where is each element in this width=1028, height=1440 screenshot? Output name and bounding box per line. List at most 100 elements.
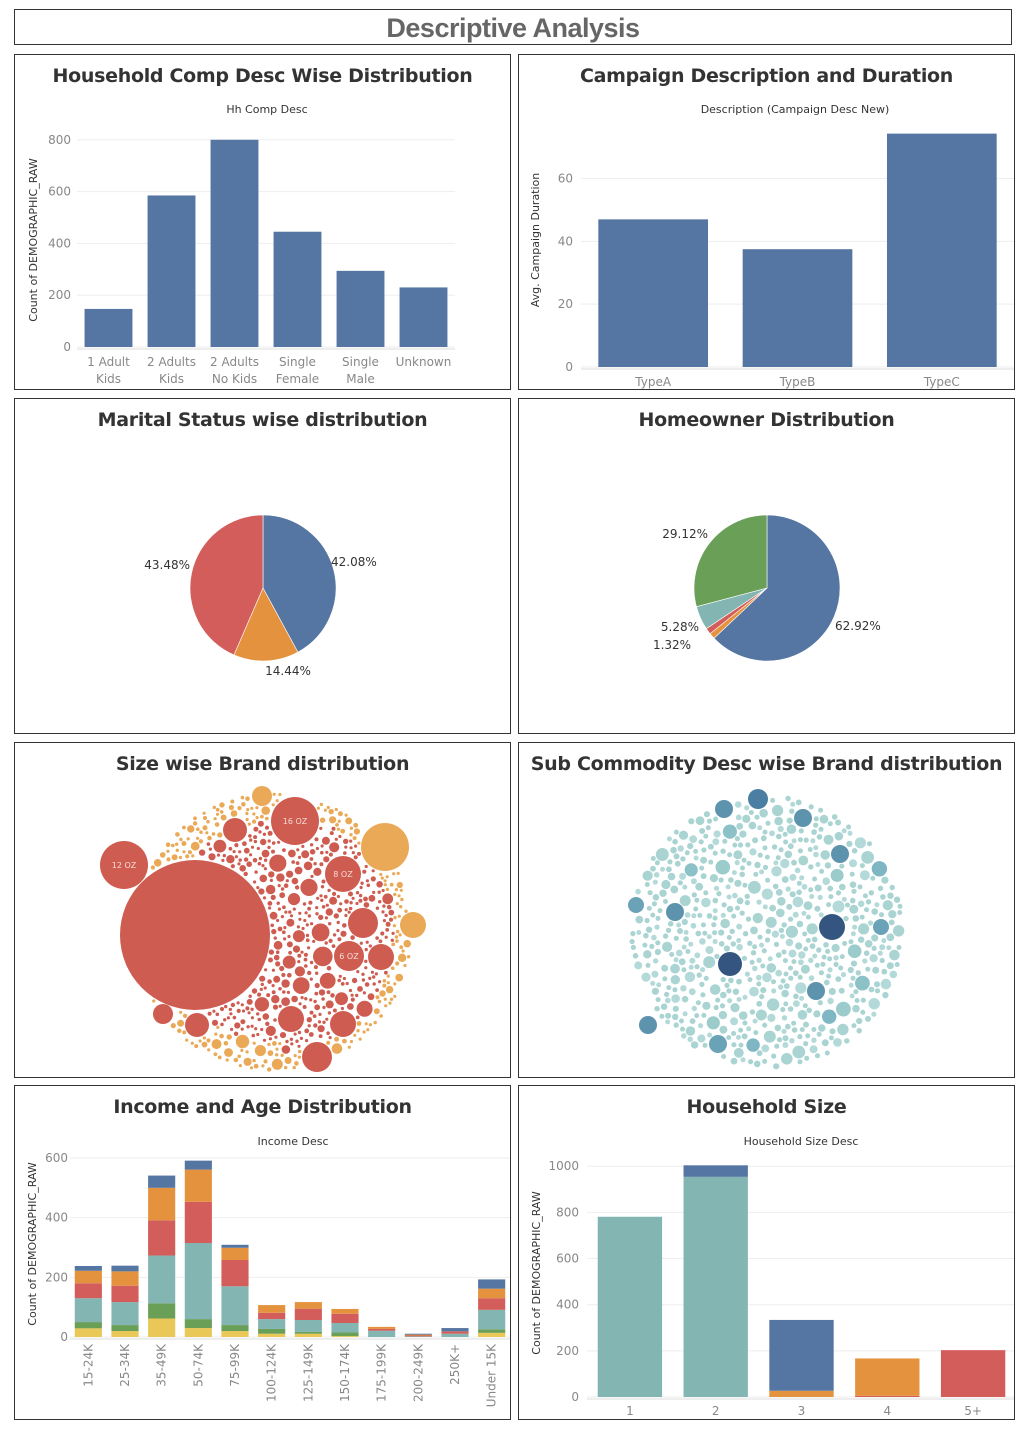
- bubble: [797, 1010, 808, 1020]
- bubble: [252, 812, 256, 816]
- panel-subcommodity[interactable]: Sub Commodity Desc wise Brand distributi…: [518, 742, 1015, 1078]
- bubble: [838, 965, 844, 971]
- bubble: [684, 863, 698, 877]
- x-axis-header: Hh Comp Desc: [226, 103, 307, 116]
- bubble: [730, 1057, 738, 1065]
- panel-marital[interactable]: Marital Status wise distribution 42.08% 1…: [14, 398, 511, 734]
- panel-income-age[interactable]: Income and Age Distribution Income Desc C…: [14, 1085, 511, 1420]
- bubble: [360, 881, 364, 885]
- bubble: [282, 955, 296, 969]
- bubble: [393, 915, 397, 920]
- bubble: [249, 1066, 254, 1070]
- panel-household-size[interactable]: Household Size Household Size Desc Count …: [518, 1085, 1015, 1420]
- bubble: [366, 1028, 370, 1032]
- bubble: [309, 960, 314, 965]
- bubble: [179, 837, 183, 842]
- bar-segment-green: [221, 1325, 249, 1332]
- bubble: [301, 850, 310, 859]
- bubble: [736, 822, 744, 830]
- bubble: [322, 1005, 326, 1010]
- bubble: [230, 799, 235, 804]
- bar-segment-red: [258, 1312, 286, 1320]
- bar-segment-green: [331, 1332, 359, 1337]
- bubble: [736, 897, 744, 905]
- bar-segment-orange: [404, 1334, 432, 1336]
- bar-segment-green: [258, 1328, 286, 1334]
- bar: [886, 133, 997, 367]
- bubble: [390, 938, 394, 942]
- panel-size-brand[interactable]: Size wise Brand distribution 12 OZ 16 OZ 8…: [14, 742, 511, 1078]
- bubble: [353, 822, 359, 828]
- bubble: [263, 1059, 268, 1064]
- bubble: [297, 960, 301, 964]
- bubble: [864, 907, 869, 913]
- x-tick-label: 150-174K: [338, 1343, 352, 1402]
- bubble: [760, 835, 767, 842]
- bubble: [879, 957, 885, 964]
- campaign-bar-chart[interactable]: Description (Campaign Desc New) Avg. Camp…: [519, 55, 1015, 390]
- panel-household-comp[interactable]: Household Comp Desc Wise Distribution Hh…: [14, 54, 511, 390]
- x-tick-label: 5+: [964, 1404, 982, 1418]
- homeowner-pie-chart[interactable]: 62.92% 1.32% 5.28% 29.12%: [519, 399, 1015, 734]
- bubble: [198, 839, 204, 844]
- bubble: [737, 842, 744, 848]
- size-brand-bubble-chart[interactable]: 12 OZ 16 OZ 8 OZ 6 OZ: [15, 743, 511, 1078]
- bubble: [282, 848, 286, 852]
- bubble: [368, 976, 372, 980]
- household-comp-bar-chart[interactable]: Hh Comp Desc Count of DEMOGRAPHIC_RAW 0 200…: [15, 55, 511, 390]
- bubble: [245, 811, 249, 816]
- bubble: [362, 1030, 366, 1034]
- bar-segment-orange: [258, 1305, 286, 1313]
- bubble: [343, 838, 349, 844]
- bubble: [718, 1010, 728, 1020]
- bubble: [863, 950, 870, 956]
- bubble: [771, 844, 778, 850]
- panel-homeowner[interactable]: Homeowner Distribution 62.92% 1.32% 5.28% 2…: [518, 398, 1015, 734]
- panel-campaign[interactable]: Campaign Description and Duration Descri…: [518, 54, 1015, 390]
- bubble: [229, 1012, 233, 1016]
- bubble: [288, 950, 292, 955]
- bubble: [276, 901, 280, 905]
- bubble: [788, 949, 797, 958]
- bubble: [159, 852, 166, 858]
- bubble: [707, 1032, 713, 1038]
- bubble: [288, 910, 292, 914]
- income-age-stacked-bar-chart[interactable]: Income Desc Count of DEMOGRAPHIC_RAW 0 200 4…: [15, 1086, 511, 1420]
- bar-segment-green: [294, 1331, 322, 1334]
- bubble: [396, 871, 400, 875]
- dashboard-title: Descriptive Analysis: [386, 13, 640, 43]
- bubble: [308, 1032, 314, 1037]
- bubble: [874, 981, 880, 988]
- bubble: [729, 928, 735, 935]
- bubble: [328, 808, 334, 815]
- bubble: [838, 987, 845, 994]
- bubble: [744, 900, 750, 906]
- bubble: [849, 859, 857, 868]
- bubble: [742, 931, 749, 937]
- bubble: [368, 944, 372, 948]
- bubble: [321, 836, 330, 845]
- bubble: [839, 863, 845, 869]
- bubble: [678, 830, 689, 840]
- bubble: [120, 860, 270, 1010]
- bubble: [328, 1036, 332, 1040]
- bubble: [682, 1011, 688, 1017]
- bubble: [869, 954, 878, 963]
- bubble: [870, 875, 876, 881]
- bubble: [752, 1018, 758, 1024]
- bubble: [395, 973, 404, 982]
- household-size-stacked-bar-chart[interactable]: Household Size Desc Count of DEMOGRAPHIC_…: [519, 1086, 1015, 1420]
- bubble: [733, 850, 743, 860]
- bubble: [786, 824, 797, 834]
- bubble: [212, 805, 216, 810]
- bubble: [309, 1010, 314, 1015]
- bubble: [198, 849, 206, 856]
- y-tick-label: 400: [48, 236, 71, 250]
- bubble: [233, 1031, 239, 1036]
- bubble: [654, 1006, 660, 1012]
- bubble: [246, 998, 253, 1005]
- subcommodity-bubble-chart[interactable]: [519, 743, 1015, 1078]
- bubble: [275, 1047, 279, 1051]
- bubble: [323, 808, 327, 812]
- marital-pie-chart[interactable]: 42.08% 14.44% 43.48%: [15, 399, 511, 734]
